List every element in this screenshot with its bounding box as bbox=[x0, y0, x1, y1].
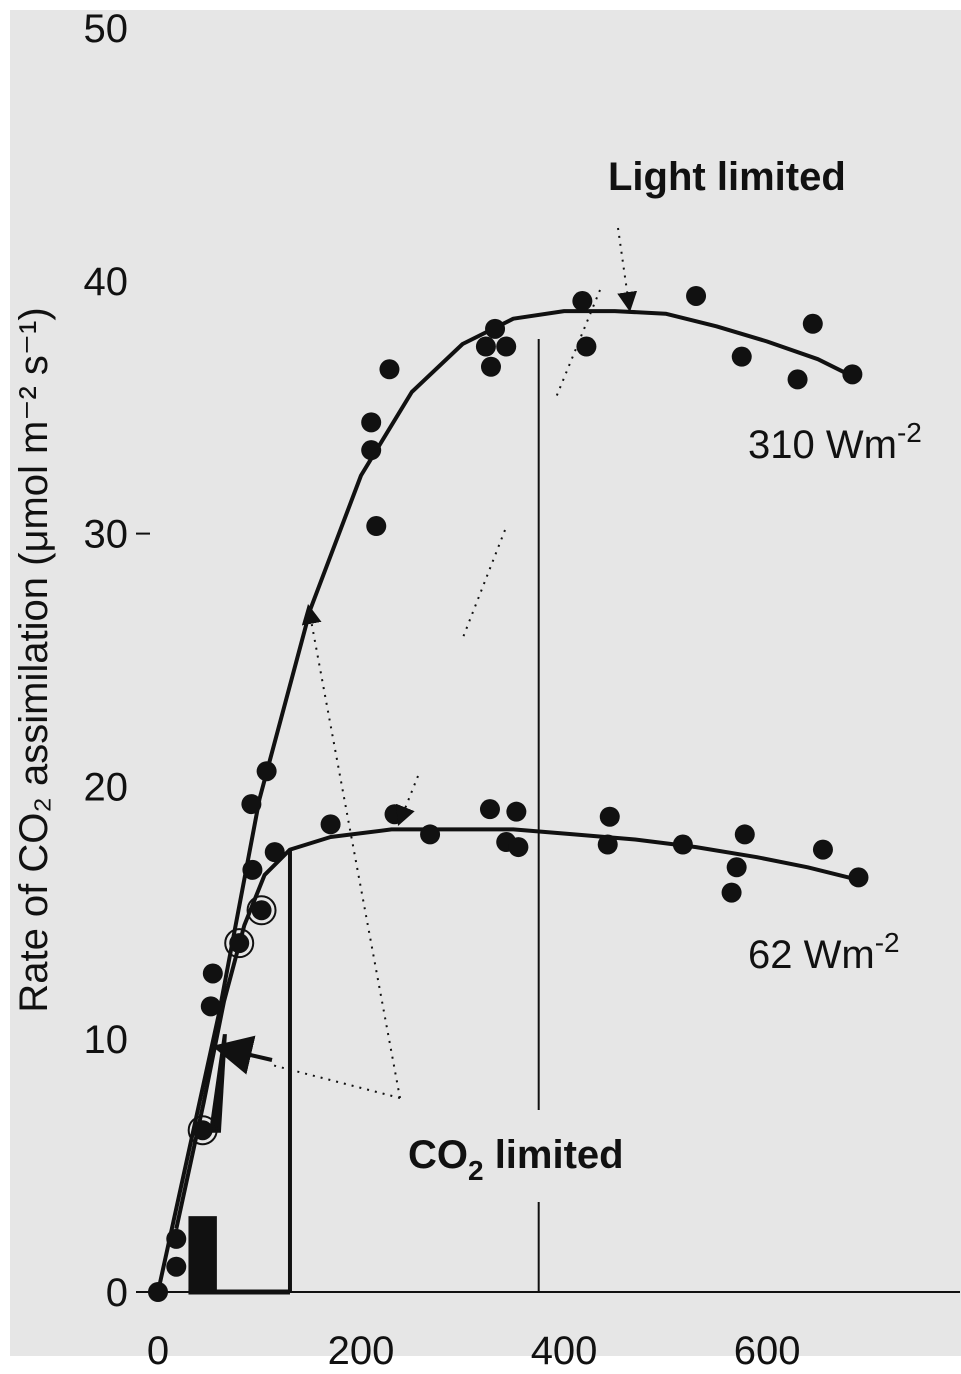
data-point-62 bbox=[508, 837, 529, 858]
x-tick-label: 0 bbox=[147, 1329, 169, 1369]
data-point-310 bbox=[576, 336, 597, 357]
series-label-310: 310 Wm-2 bbox=[748, 417, 922, 467]
data-point-62 bbox=[192, 1120, 213, 1141]
light-limited-label: Light limited bbox=[608, 155, 846, 199]
data-point-310 bbox=[496, 336, 517, 357]
y-tick-label: 0 bbox=[106, 1271, 128, 1315]
data-point-62 bbox=[734, 824, 755, 845]
data-point-310 bbox=[256, 761, 277, 782]
y-tick-label: 50 bbox=[84, 7, 129, 51]
arrow-light-to-62 bbox=[396, 775, 419, 827]
x-tick-label: 400 bbox=[531, 1329, 598, 1369]
data-point-310 bbox=[361, 440, 382, 461]
data-point-62 bbox=[599, 806, 620, 827]
data-point-310 bbox=[379, 359, 400, 380]
data-points bbox=[148, 285, 869, 1302]
series-label-310-text: 310 Wm bbox=[748, 423, 897, 467]
data-point-62 bbox=[166, 1256, 187, 1277]
data-point-62 bbox=[166, 1228, 187, 1249]
data-point-62 bbox=[812, 839, 833, 860]
data-point-62 bbox=[726, 857, 747, 878]
guide-line-gap bbox=[532, 1110, 545, 1202]
data-point-310 bbox=[485, 318, 506, 339]
y-tick-label: 20 bbox=[84, 765, 129, 809]
data-point-62 bbox=[202, 963, 223, 984]
data-point-62 bbox=[420, 824, 441, 845]
data-point-310 bbox=[731, 346, 752, 367]
data-point-62 bbox=[229, 933, 250, 954]
series-label-62-text: 62 Wm bbox=[748, 933, 875, 977]
x-tick-label: 600 bbox=[734, 1329, 801, 1369]
data-point-62 bbox=[264, 842, 285, 863]
co2-limited-suffix: limited bbox=[484, 1133, 624, 1177]
data-point-310 bbox=[572, 291, 593, 312]
data-point-62 bbox=[384, 804, 405, 825]
data-point-310 bbox=[842, 364, 863, 385]
data-point-310 bbox=[241, 794, 262, 815]
x-tick-label: 200 bbox=[328, 1329, 395, 1369]
annotation-arrows bbox=[211, 227, 638, 1099]
data-point-62 bbox=[200, 996, 221, 1017]
data-point-62 bbox=[251, 900, 272, 921]
guide-lines bbox=[287, 338, 545, 1292]
series-label-62-sup: -2 bbox=[875, 927, 900, 958]
series-label-62: 62 Wm-2 bbox=[748, 927, 900, 977]
data-point-310 bbox=[686, 285, 707, 306]
data-point-62 bbox=[848, 867, 869, 888]
data-point-62 bbox=[148, 1282, 168, 1302]
data-point-62 bbox=[320, 814, 341, 835]
data-point-62 bbox=[672, 834, 693, 855]
tick-labels: 0 200 400 600 0 10 20 30 40 50 bbox=[84, 7, 801, 1373]
arrow-co2-to-62 bbox=[211, 1035, 273, 1075]
data-point-310 bbox=[475, 336, 496, 357]
y-tick-label: 30 bbox=[84, 513, 129, 557]
y-tick-label: 10 bbox=[84, 1018, 129, 1062]
data-point-open-62 bbox=[187, 1115, 218, 1146]
co2-limited-subscript: 2 bbox=[468, 1155, 484, 1186]
plot-panel bbox=[10, 10, 961, 1356]
data-point-open-62 bbox=[224, 928, 255, 959]
data-point-310 bbox=[242, 859, 263, 880]
data-point-310 bbox=[787, 369, 808, 390]
data-point-310 bbox=[480, 356, 501, 377]
series-label-310-sup: -2 bbox=[897, 417, 922, 448]
y-tick-label: 40 bbox=[84, 260, 129, 304]
data-point-62 bbox=[506, 801, 527, 822]
co2-limited-label: CO2 limited bbox=[408, 1133, 624, 1186]
data-point-62 bbox=[721, 882, 742, 903]
data-point-310 bbox=[366, 516, 387, 537]
y-axis-title: Rate of CO₂ assimilation (μmol m⁻² s⁻¹) bbox=[12, 307, 56, 1012]
data-point-310 bbox=[361, 412, 382, 433]
fitted-curve-310 bbox=[156, 309, 850, 1293]
data-point-62 bbox=[597, 834, 618, 855]
data-point-62 bbox=[479, 799, 500, 820]
rise-marker-step1 bbox=[188, 1216, 217, 1292]
data-point-310 bbox=[802, 313, 823, 334]
data-point-open-62 bbox=[246, 895, 277, 926]
co2-limited-prefix: CO bbox=[408, 1133, 468, 1177]
